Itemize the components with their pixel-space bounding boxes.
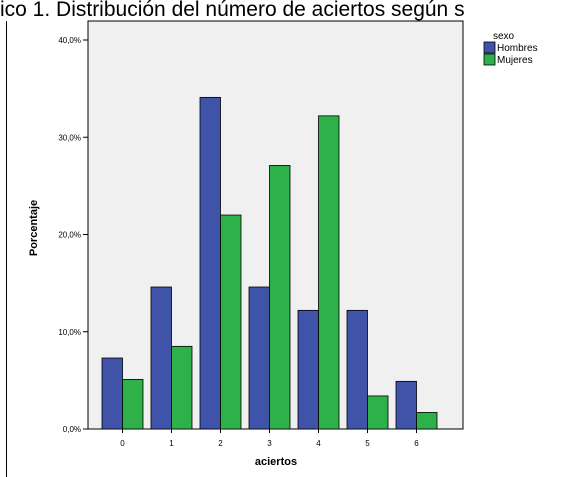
y-axis-label: Porcentaje xyxy=(28,200,40,256)
bar-mujeres-0 xyxy=(122,379,144,430)
bar-hombres-6 xyxy=(395,380,417,430)
bar-hombres-4 xyxy=(297,309,319,430)
bar-mujeres-1 xyxy=(171,345,193,430)
x-tick-label: 4 xyxy=(316,439,321,448)
x-axis: 0 1 2 3 4 5 6 xyxy=(120,429,419,448)
x-tick-label: 2 xyxy=(218,439,223,448)
bar-hombres-3 xyxy=(248,286,270,430)
bars-group xyxy=(101,96,438,430)
x-tick-label: 5 xyxy=(365,439,370,448)
x-tick-label: 6 xyxy=(414,439,419,448)
legend-label-hombres: Hombres xyxy=(497,43,538,54)
legend-swatch-mujeres xyxy=(483,53,496,66)
bar-hombres-5 xyxy=(346,309,368,430)
bar-mujeres-3 xyxy=(269,165,291,430)
y-tick-label: 10,0% xyxy=(58,328,81,337)
y-tick-label: 40,0% xyxy=(58,36,81,45)
legend-label-mujeres: Mujeres xyxy=(497,55,533,66)
bar-hombres-1 xyxy=(150,286,172,430)
bar-mujeres-5 xyxy=(367,395,389,430)
chart-title: ico 1. Distribución del número de aciert… xyxy=(0,0,465,21)
bar-mujeres-4 xyxy=(318,115,340,430)
bar-hombres-2 xyxy=(199,96,221,430)
y-axis: 0,0% 10,0% 20,0% 30,0% 40,0% xyxy=(58,36,88,434)
bar-hombres-0 xyxy=(101,357,123,430)
x-axis-label: aciertos xyxy=(255,456,297,468)
x-tick-label: 3 xyxy=(267,439,272,448)
chart-frame xyxy=(6,21,585,477)
y-tick-label: 20,0% xyxy=(58,231,81,240)
y-tick-label: 0,0% xyxy=(63,425,81,434)
bar-mujeres-2 xyxy=(220,214,242,430)
x-tick-label: 1 xyxy=(169,439,174,448)
bar-mujeres-6 xyxy=(416,412,438,430)
x-tick-label: 0 xyxy=(120,439,125,448)
legend-title: sexo xyxy=(493,31,515,42)
legend-swatch-hombres xyxy=(483,41,496,54)
y-tick-label: 30,0% xyxy=(58,133,81,142)
